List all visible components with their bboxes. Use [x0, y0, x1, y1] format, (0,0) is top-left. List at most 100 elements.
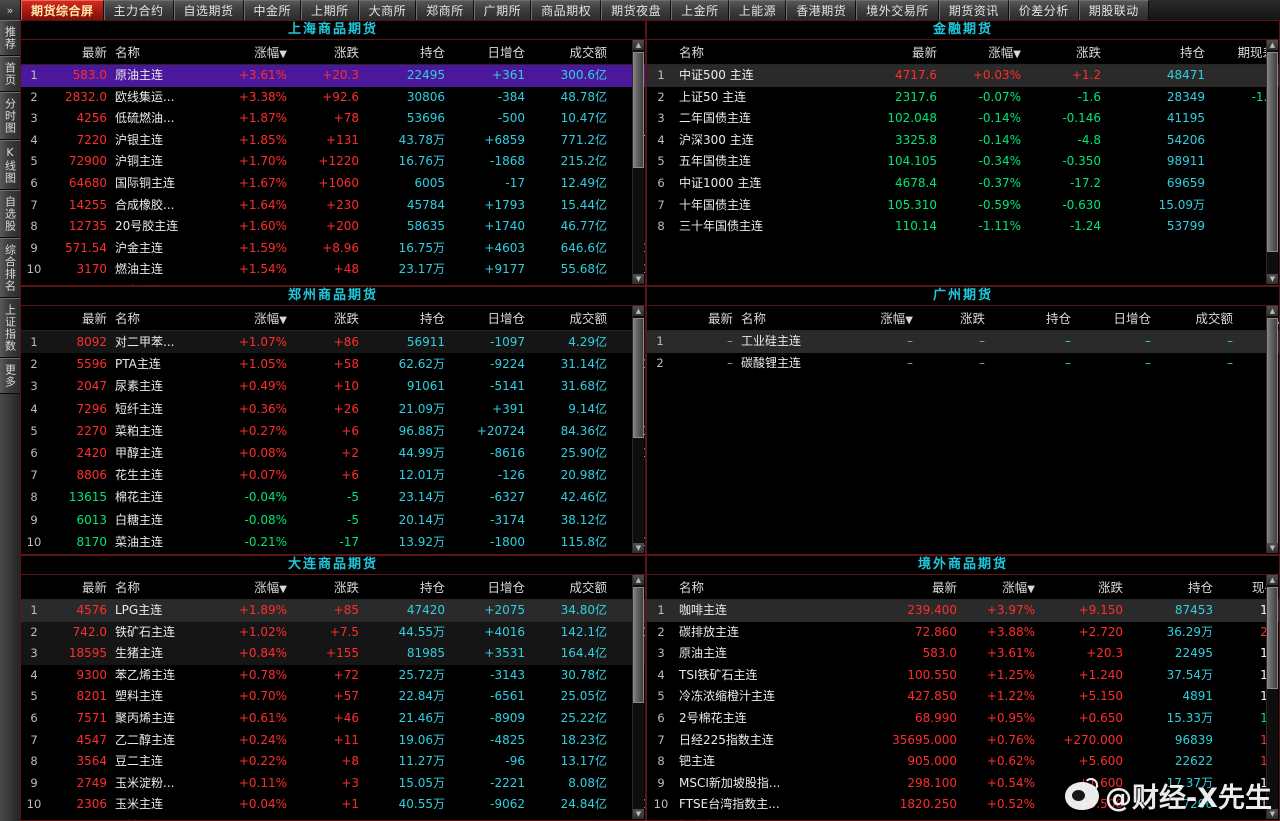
- table-row[interactable]: 92749玉米淀粉...+0.11%+315.05万-22218.08亿2945…: [21, 773, 645, 795]
- nav-tab-8[interactable]: 商品期权: [531, 0, 602, 20]
- scroll-up-icon[interactable]: ▲: [633, 306, 644, 316]
- table-row[interactable]: 103170燃油主连+1.54%+4823.17万+917755.68亿17.6…: [21, 259, 645, 281]
- table-row[interactable]: 1–工业硅主连––––––: [647, 330, 1279, 353]
- column-header-成交额[interactable]: 成交额: [529, 575, 611, 600]
- column-header-涨跌[interactable]: 涨跌: [1039, 575, 1127, 600]
- table-row[interactable]: 108170菜油主连-0.21%-1713.92万-1800115.8亿14.1…: [21, 531, 645, 553]
- sidebar-item-1[interactable]: 首页: [0, 56, 20, 92]
- column-header-名称[interactable]: 名称: [675, 40, 845, 65]
- column-header-index[interactable]: [647, 575, 675, 600]
- table-row[interactable]: 714255合成橡胶...+1.64%+23045784+179315.44亿2…: [21, 195, 645, 217]
- scroll-thumb[interactable]: [633, 318, 644, 438]
- nav-tab-7[interactable]: 广期所: [473, 0, 532, 20]
- nav-tab-12[interactable]: 香港期货: [786, 0, 857, 20]
- column-header-名称[interactable]: 名称: [111, 306, 215, 331]
- column-header-涨跌[interactable]: 涨跌: [291, 575, 363, 600]
- table-row[interactable]: 318595生猪主连+0.84%+15581985+3531164.4亿5542…: [21, 643, 645, 665]
- nav-tab-6[interactable]: 郑商所: [416, 0, 474, 20]
- scroll-down-icon[interactable]: ▼: [633, 274, 644, 284]
- table-row[interactable]: 102306玉米主连+0.04%+140.55万-906224.84亿10.79…: [21, 794, 645, 816]
- table-row[interactable]: 67571聚丙烯主连+0.61%+4621.46万-890925.22亿6663…: [21, 708, 645, 730]
- nav-tab-14[interactable]: 期货资讯: [938, 0, 1009, 20]
- nav-tab-5[interactable]: 大商所: [358, 0, 417, 20]
- nav-tab-0[interactable]: 期货综合屏: [21, 0, 104, 20]
- column-header-最新[interactable]: 最新: [47, 575, 111, 600]
- column-header-日增仓[interactable]: 日增仓: [449, 40, 529, 65]
- nav-tab-9[interactable]: 期货夜盘: [601, 0, 672, 20]
- nav-tab-16[interactable]: 期股联动: [1078, 0, 1149, 20]
- column-header-涨跌[interactable]: 涨跌: [1025, 40, 1105, 65]
- scroll-thumb[interactable]: [1267, 587, 1278, 689]
- column-header-日增仓[interactable]: 日增仓: [449, 306, 529, 331]
- sidebar-item-0[interactable]: 推荐: [0, 20, 20, 56]
- nav-tab-15[interactable]: 价差分析: [1008, 0, 1079, 20]
- table-row[interactable]: 2 上证50 主连 2317.6 -0.07% -1.6 28349 -1.3: [647, 87, 1279, 109]
- column-header-持仓[interactable]: 持仓: [363, 306, 449, 331]
- scroll-down-icon[interactable]: ▼: [1267, 274, 1278, 284]
- sidebar-item-7[interactable]: 更多: [0, 358, 20, 394]
- vertical-scrollbar[interactable]: ▲ ▼: [632, 306, 644, 553]
- column-header-涨幅[interactable]: 涨幅▼: [961, 575, 1039, 600]
- nav-tab-10[interactable]: 上金所: [671, 0, 729, 20]
- sidebar-item-3[interactable]: K线图: [0, 140, 20, 190]
- table-row[interactable]: 1583.0原油主连+3.61%+20.322495+361300.6亿5235…: [21, 64, 645, 87]
- vertical-scrollbar[interactable]: ▲ ▼: [1266, 306, 1278, 553]
- scroll-thumb[interactable]: [1267, 318, 1278, 550]
- column-header-持仓[interactable]: 持仓: [1127, 575, 1217, 600]
- column-header-最新[interactable]: 最新: [47, 306, 111, 331]
- sidebar-item-4[interactable]: 自选股: [0, 190, 20, 238]
- column-header-涨幅[interactable]: 涨幅▼: [215, 306, 291, 331]
- column-header-日增仓[interactable]: 日增仓: [449, 575, 529, 600]
- nav-tab-3[interactable]: 中金所: [243, 0, 302, 20]
- column-header-名称[interactable]: 名称: [111, 575, 215, 600]
- scroll-down-icon[interactable]: ▼: [1267, 809, 1278, 819]
- nav-tab-2[interactable]: 自选期货: [173, 0, 244, 20]
- column-header-最新[interactable]: 最新: [47, 40, 111, 65]
- sidebar-item-6[interactable]: 上证指数: [0, 298, 20, 358]
- table-row[interactable]: 49300苯乙烯主连+0.78%+7225.72万-314330.78亿6628…: [21, 665, 645, 687]
- scroll-up-icon[interactable]: ▲: [633, 575, 644, 585]
- column-header-涨幅[interactable]: 涨幅▼: [841, 306, 917, 331]
- column-header-index[interactable]: [21, 575, 47, 600]
- column-header-涨幅[interactable]: 涨幅▼: [941, 40, 1025, 65]
- column-header-成交额[interactable]: 成交额: [529, 40, 611, 65]
- sidebar-item-5[interactable]: 综合排名: [0, 238, 20, 298]
- column-header-名称[interactable]: 名称: [737, 306, 841, 331]
- column-header-涨跌[interactable]: 涨跌: [917, 306, 989, 331]
- table-row[interactable]: 81273520号胶主连+1.60%+20058635+174046.77亿36…: [21, 216, 645, 238]
- sidebar-item-2[interactable]: 分时图: [0, 92, 20, 140]
- table-row[interactable]: 112981豆粕主连+0.03%+171.10万-3946359.67亿20.0…: [21, 816, 645, 820]
- column-header-成交额[interactable]: 成交额: [529, 306, 611, 331]
- vertical-scrollbar[interactable]: ▲ ▼: [1266, 40, 1278, 284]
- table-row[interactable]: 2–碳酸锂主连––––––: [647, 353, 1279, 375]
- scroll-down-icon[interactable]: ▼: [633, 543, 644, 553]
- column-header-最新[interactable]: 最新: [673, 306, 737, 331]
- table-row[interactable]: 74547乙二醇主连+0.24%+1119.06万-482518.23亿4003…: [21, 730, 645, 752]
- table-row[interactable]: 11纽约金主连2514.400+0.42%+10.40038.03万3▲: [647, 816, 1279, 820]
- table-row[interactable]: 34256低硫燃油...+1.87%+7853696-50010.47亿2471…: [21, 108, 645, 130]
- vertical-scrollbar[interactable]: ▲ ▼: [632, 40, 644, 284]
